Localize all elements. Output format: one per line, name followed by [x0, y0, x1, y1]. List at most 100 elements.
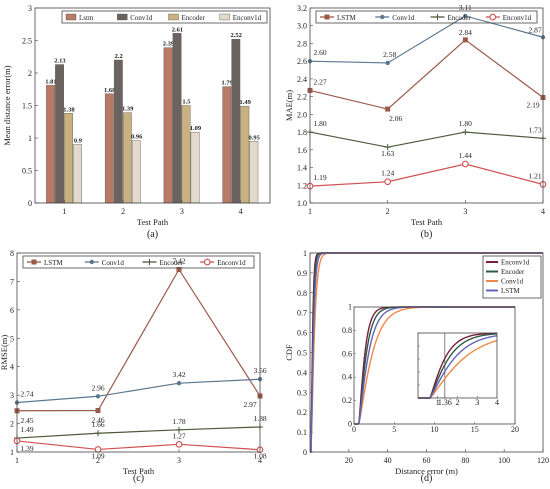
data-label: 1.63	[381, 149, 394, 158]
legend-swatch	[168, 13, 179, 21]
x-axis-label: Test Path	[123, 466, 155, 476]
data-label: 2.96	[91, 383, 104, 392]
bar	[64, 113, 73, 204]
y-tick-label: 0	[303, 448, 307, 457]
x-tick-label: 40	[384, 456, 392, 465]
x-tick-label: 1	[15, 456, 19, 465]
legend-label: Conv1d	[130, 14, 153, 22]
x-tick-label: 3	[463, 207, 467, 216]
legend-label: Enconv1d	[233, 14, 262, 22]
bar	[222, 86, 232, 204]
bar	[240, 105, 250, 204]
data-label: 2.46	[91, 415, 104, 424]
data-point	[176, 381, 182, 386]
legend-marker	[89, 259, 94, 265]
x-tick-label: 2	[386, 207, 390, 216]
inset2-x-tick-label: 1.36	[438, 398, 452, 407]
series-line	[16, 268, 261, 412]
y-tick-label: 0.6	[297, 329, 307, 338]
data-label: 3.42	[172, 370, 185, 379]
y-tick-label: 2.6	[297, 57, 307, 66]
y-tick-label: 0.5	[22, 167, 32, 176]
data-label: 2.19	[526, 101, 539, 110]
data-label: 2.97	[243, 400, 256, 409]
y-tick-label: 0.7	[297, 309, 307, 318]
legend-label: Enconv1d	[217, 259, 246, 267]
bar	[113, 59, 123, 204]
y-tick-label: 0.9	[297, 269, 307, 278]
caption-a: (a)	[147, 229, 158, 240]
data-label: 1.39	[20, 444, 33, 453]
x-axis-label: Test Path	[137, 217, 169, 227]
legend-marker	[203, 258, 211, 266]
bar-data-label: 1.79	[221, 80, 233, 87]
data-label: 1.24	[381, 169, 394, 178]
data-point	[176, 266, 182, 272]
x-tick-label: 2	[121, 207, 125, 216]
legend-marker	[31, 259, 37, 265]
bar-data-label: 1.5	[182, 99, 191, 106]
bar-data-label: 2.13	[54, 58, 66, 65]
data-point	[95, 407, 101, 413]
plot-frame	[309, 7, 544, 204]
series-line	[309, 39, 544, 110]
legend-label: Encoder	[182, 14, 206, 22]
y-tick-label: 2	[28, 69, 32, 78]
y-axis-label: RMSE(m)	[0, 335, 9, 371]
x-tick-label: 60	[423, 456, 431, 465]
y-tick-label: 1.2	[297, 181, 307, 190]
legend-label: Conv1d	[392, 14, 415, 22]
inset-x-tick-label: 15	[471, 425, 479, 434]
y-tick-label: 5	[10, 334, 14, 343]
inset2-background	[418, 333, 497, 398]
bar	[163, 47, 173, 204]
legend-label: Encoder	[501, 268, 525, 276]
y-tick-label: 2.0	[297, 110, 307, 119]
data-label: 2.84	[459, 28, 472, 37]
y-tick-label: 2.8	[297, 39, 307, 48]
x-tick-label: 20	[345, 456, 353, 465]
x-tick-label: 120	[537, 456, 549, 465]
bar	[172, 33, 182, 204]
bar-data-label: 0.9	[74, 138, 83, 145]
data-point	[385, 60, 390, 66]
data-label: 1.73	[528, 125, 541, 134]
bar-data-label: 1.39	[122, 106, 134, 113]
bar	[231, 39, 241, 204]
legend-label: LSTM	[501, 287, 520, 295]
y-tick-label: 0.2	[297, 408, 307, 417]
x-tick-label: 1	[308, 207, 312, 216]
data-label: 2.58	[383, 50, 396, 59]
caption-d: (d)	[421, 473, 433, 484]
legend-marker	[489, 13, 497, 21]
inset-y-tick-label: 1	[348, 303, 352, 312]
bar-data-label: 1.68	[104, 87, 116, 94]
y-tick-label: 2.4	[297, 75, 307, 84]
data-label: 1.44	[459, 151, 472, 160]
legend-label: Lstm	[79, 14, 94, 22]
inset-y-tick-label: 0.4	[342, 373, 352, 382]
data-label: 2.45	[20, 416, 33, 425]
data-label: 1.49	[20, 425, 33, 434]
legend-box	[22, 255, 255, 269]
x-tick-label: 3	[180, 207, 184, 216]
caption: (b)	[421, 229, 433, 240]
bar	[181, 105, 191, 204]
y-tick-label: 6	[10, 306, 14, 315]
y-tick-label: 8	[10, 249, 14, 258]
x-tick-label: 80	[461, 456, 469, 465]
bar-data-label: 1.49	[239, 99, 251, 106]
y-tick-label: 0.1	[297, 428, 307, 437]
y-tick-label: 2.5	[22, 37, 32, 46]
series-line	[16, 440, 261, 451]
y-tick-label: 3	[10, 391, 14, 400]
bar-data-label: 0.96	[131, 134, 143, 141]
legend-label: Enconv1d	[501, 259, 530, 267]
legend-swatch	[117, 13, 128, 21]
legend-label: Conv1d	[501, 278, 524, 286]
plot-frame-a	[34, 7, 271, 204]
bar-data-label: 1.81	[45, 78, 56, 85]
series-line	[309, 15, 544, 64]
data-label: 1.27	[172, 431, 185, 440]
